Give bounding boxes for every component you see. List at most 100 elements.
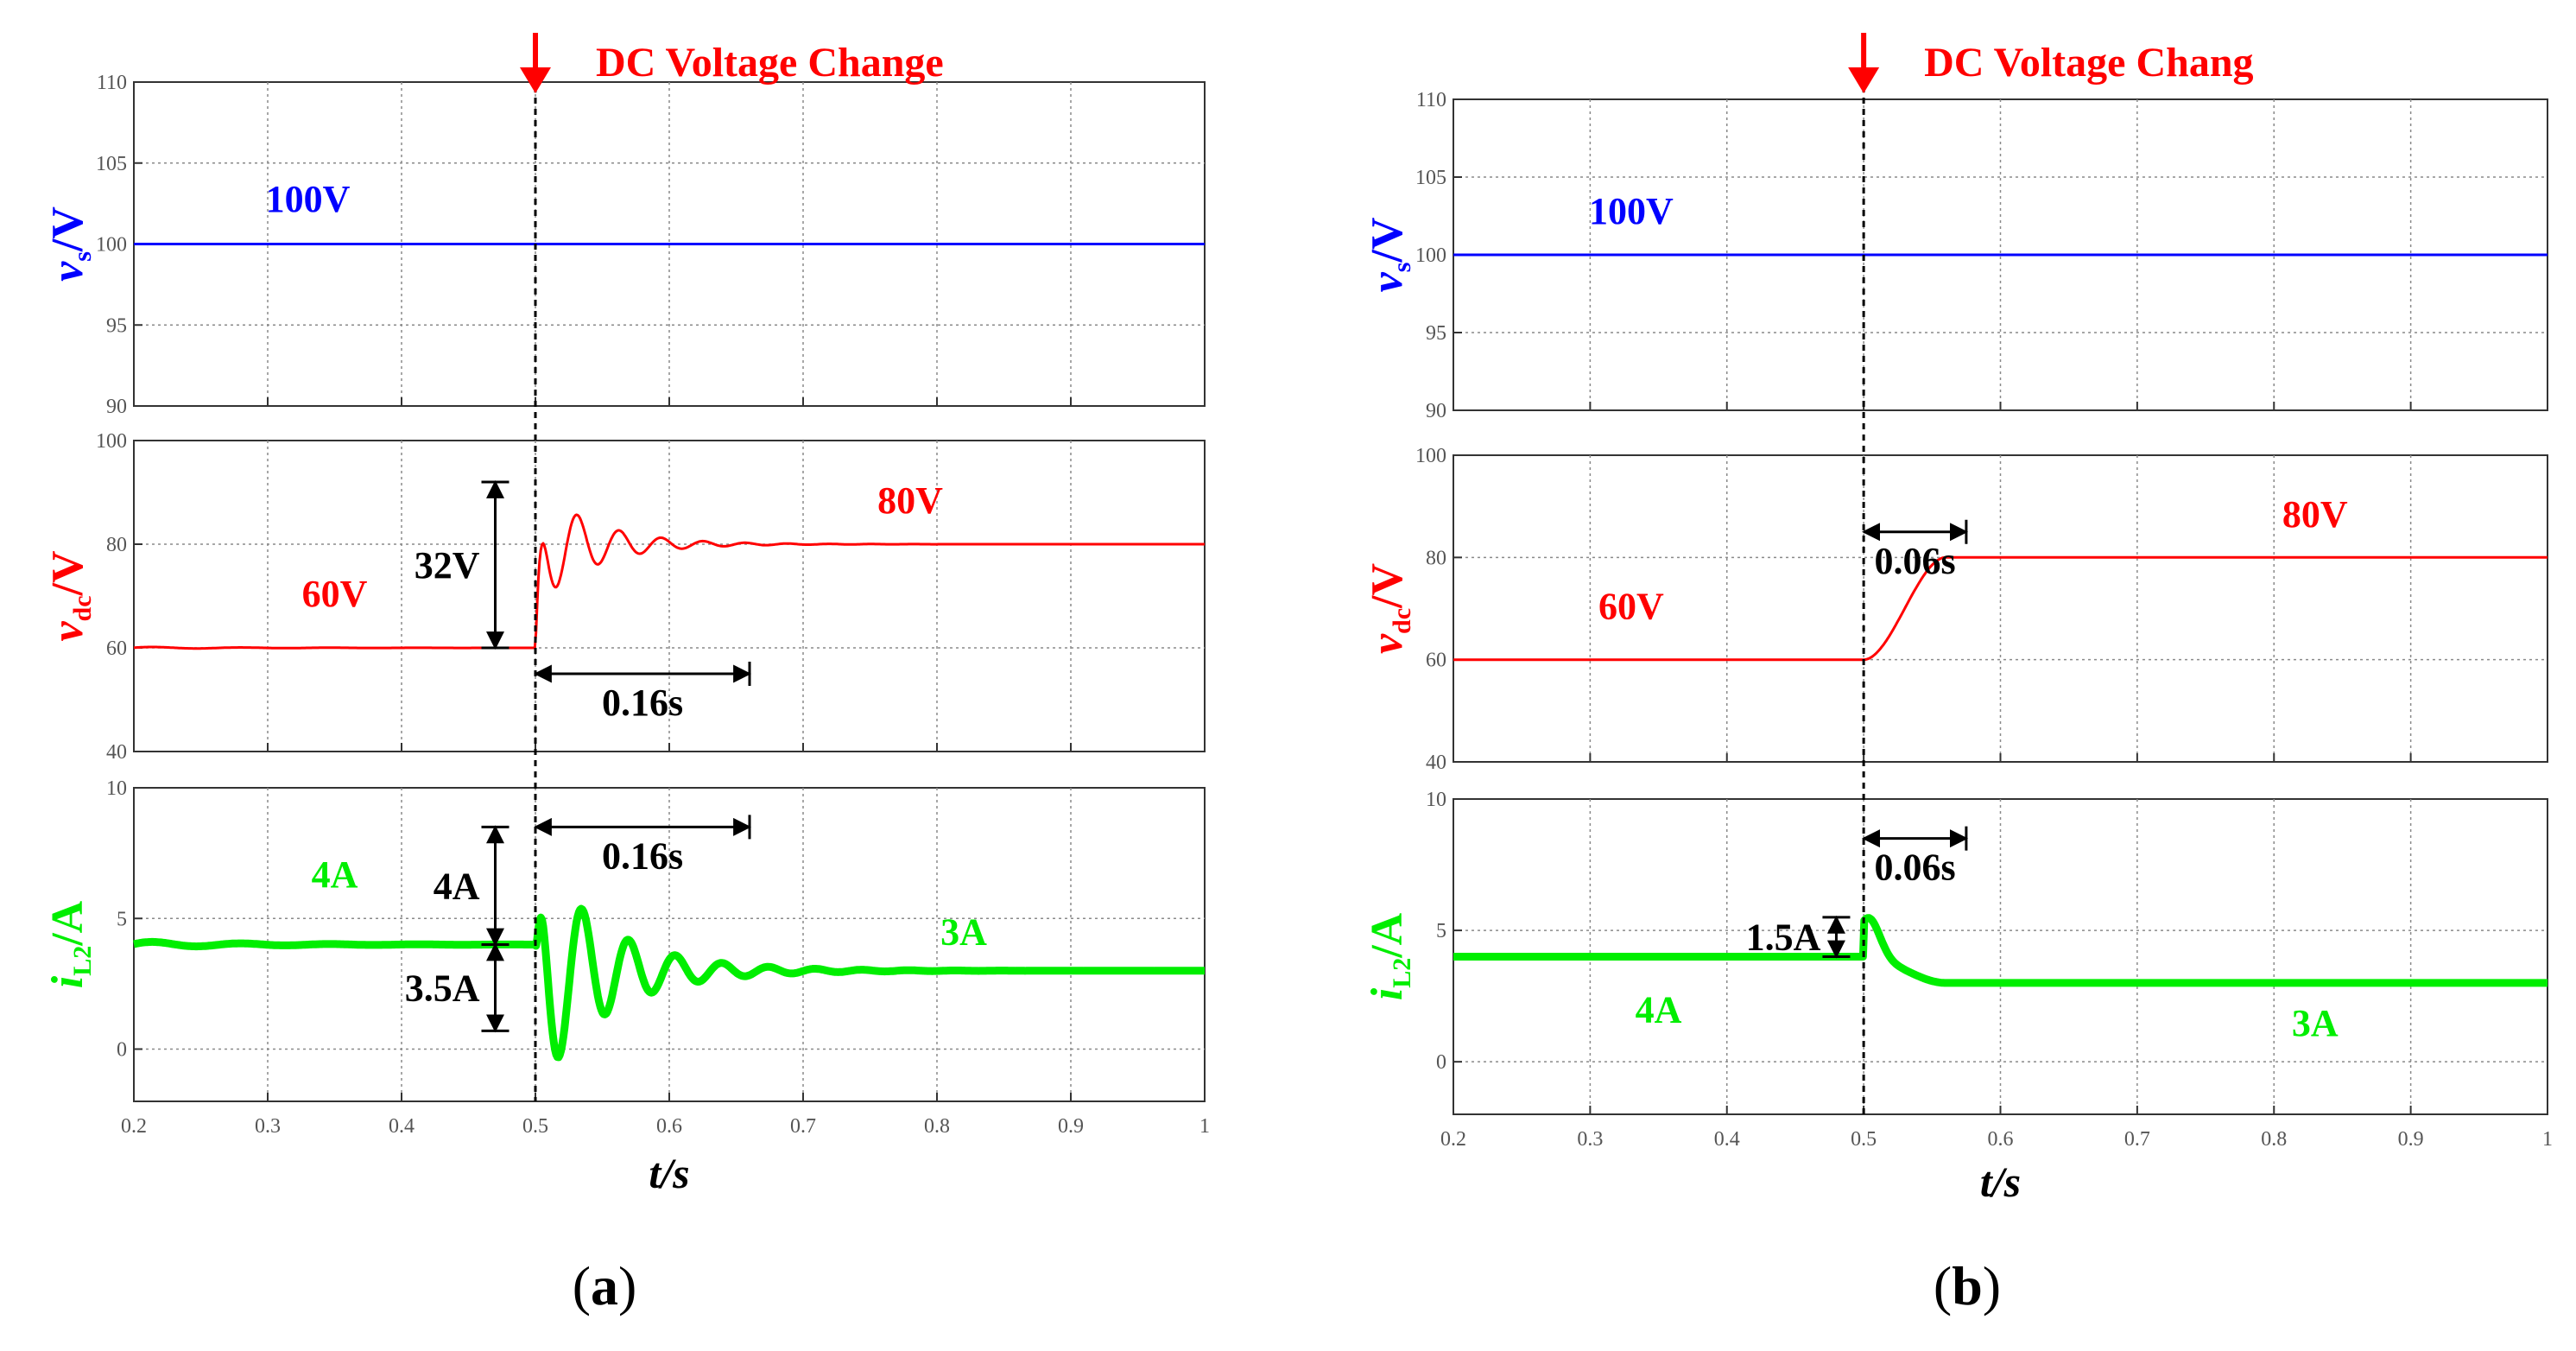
- subplot-vdc: 40 60 80 100 vdc/V 60V 80V 0.06s: [1363, 445, 2548, 774]
- y-label-unit: /A: [43, 900, 92, 946]
- y-label-symbol: v: [43, 621, 92, 642]
- x-tick-label: 1: [1199, 1115, 1210, 1138]
- y-label-subscript: dc: [68, 595, 97, 621]
- x-tick-label: 0.7: [2124, 1128, 2150, 1151]
- y-tick-label: 5: [1436, 920, 1446, 942]
- y-tick-label: 105: [96, 153, 127, 175]
- y-label-unit: /V: [1363, 218, 1412, 263]
- value-label: 3A: [940, 911, 987, 954]
- y-tick-label: 0: [1436, 1051, 1446, 1074]
- x-tick-label: 0.4: [389, 1115, 415, 1138]
- value-label: 4A: [1636, 989, 1682, 1031]
- subplot-il2: 0 5 10 iL2/A 4A 3A 1.5A 0.06s: [1363, 789, 2551, 1115]
- y-label-subscript: dc: [1388, 608, 1416, 634]
- y-axis-label: vs/V: [1363, 218, 1416, 293]
- y-label-unit: /V: [43, 550, 92, 596]
- caption-paren: (: [1934, 1255, 1952, 1316]
- x-tick-label: 0.2: [121, 1115, 147, 1138]
- dimension-label: 3.5A: [405, 967, 480, 1009]
- series-line-iL2: [130, 904, 1208, 1062]
- y-label-subscript: s: [1388, 263, 1416, 273]
- y-axis-label: vdc/V: [43, 550, 97, 641]
- value-label: 60V: [302, 573, 368, 615]
- dimension-label: 0.16s: [602, 834, 683, 877]
- y-tick-label: 105: [1415, 167, 1446, 189]
- y-label-subscript: L2: [1388, 958, 1416, 988]
- y-tick-label: 95: [1426, 322, 1446, 345]
- dimension-label: 1.5A: [1746, 917, 1821, 959]
- y-tick-label: 110: [97, 72, 127, 94]
- panel-caption: (a): [573, 1255, 637, 1316]
- y-tick-label: 90: [106, 396, 127, 418]
- y-tick-label: 10: [106, 777, 127, 800]
- panel-caption: (b): [1934, 1255, 2001, 1316]
- dimension-annotation: 0.06s: [1862, 826, 1969, 889]
- y-label-symbol: v: [43, 261, 92, 282]
- caption-letter: a: [591, 1255, 618, 1316]
- y-tick-label: 40: [1426, 752, 1446, 774]
- y-axis-label: vdc/V: [1363, 563, 1416, 654]
- dimension-label: 4A: [434, 865, 480, 907]
- y-axis-label: iL2/A: [43, 900, 97, 988]
- series-line-iL2: [1450, 914, 2551, 987]
- x-tick-label: 0.5: [522, 1115, 548, 1138]
- x-tick-label: 0.8: [2261, 1128, 2287, 1151]
- x-tick-label: 0.9: [2398, 1128, 2424, 1151]
- y-label-unit: /A: [1363, 912, 1412, 958]
- y-tick-label: 40: [106, 741, 127, 764]
- dimension-annotation: 0.06s: [1862, 519, 1969, 582]
- y-tick-label: 60: [106, 637, 127, 660]
- y-tick-label: 80: [106, 534, 127, 556]
- subplot-vs: 90 95 100 105 110 vs/V 100V: [43, 72, 1206, 418]
- x-axis-label: t/s: [649, 1149, 689, 1197]
- y-tick-label: 100: [96, 430, 127, 453]
- x-tick-label: 0.9: [1058, 1115, 1084, 1138]
- caption-paren: (: [573, 1255, 591, 1316]
- x-tick-label: 0.2: [1440, 1128, 1466, 1151]
- dimension-annotation: 0.16s: [533, 662, 752, 724]
- x-tick-label: 0.3: [1577, 1128, 1603, 1151]
- subplot-vs: 90 95 100 105 110 vs/V 100V: [1363, 89, 2548, 422]
- y-label-subscript: L2: [68, 946, 97, 976]
- dimension-annotation: 32V: [415, 479, 510, 650]
- x-tick-label: 0.3: [255, 1115, 281, 1138]
- x-tick-label: 0.4: [1714, 1128, 1740, 1151]
- x-axis-label: t/s: [1980, 1158, 2021, 1206]
- plot-frame: [133, 440, 1206, 752]
- y-tick-label: 60: [1426, 650, 1446, 672]
- y-label-symbol: i: [1363, 987, 1412, 1000]
- x-tick-label: 0.6: [656, 1115, 682, 1138]
- value-label: 3A: [2292, 1002, 2339, 1044]
- y-label-unit: /V: [43, 206, 92, 252]
- y-tick-label: 10: [1426, 789, 1446, 811]
- y-label-symbol: v: [1363, 271, 1412, 292]
- y-tick-label: 110: [1416, 89, 1446, 111]
- y-label-unit: /V: [1363, 563, 1412, 609]
- caption-letter: b: [1952, 1255, 1983, 1316]
- y-tick-label: 100: [1415, 445, 1446, 467]
- y-tick-label: 0: [117, 1039, 127, 1062]
- x-tick-label: 1: [2542, 1128, 2553, 1151]
- subplot-il2: 0 5 10 iL2/A 4A 3A 4A 3.5A 0.16s: [43, 777, 1208, 1102]
- dimension-annotation: 3.5A: [405, 942, 510, 1033]
- series-line-vdc: [133, 513, 1206, 650]
- x-tick-label: 0.6: [1988, 1128, 2014, 1151]
- y-tick-label: 5: [117, 908, 127, 930]
- y-label-subscript: s: [68, 251, 97, 262]
- caption-paren: ): [618, 1255, 636, 1316]
- value-label: 80V: [2282, 493, 2348, 536]
- y-tick-label: 90: [1426, 400, 1446, 422]
- value-label: 60V: [1598, 585, 1664, 627]
- value-label: 4A: [312, 853, 358, 896]
- subplot-vdc: 40 60 80 100 vdc/V 60V 80V 32V 0.16s: [43, 430, 1206, 764]
- caption-paren: ): [1983, 1255, 2001, 1316]
- event-label: DC Voltage Chang: [1924, 40, 2253, 86]
- y-axis-label: vs/V: [43, 206, 97, 282]
- y-tick-label: 95: [106, 314, 127, 337]
- event-arrow-head: [520, 67, 551, 93]
- y-axis-label: iL2/A: [1363, 912, 1416, 1000]
